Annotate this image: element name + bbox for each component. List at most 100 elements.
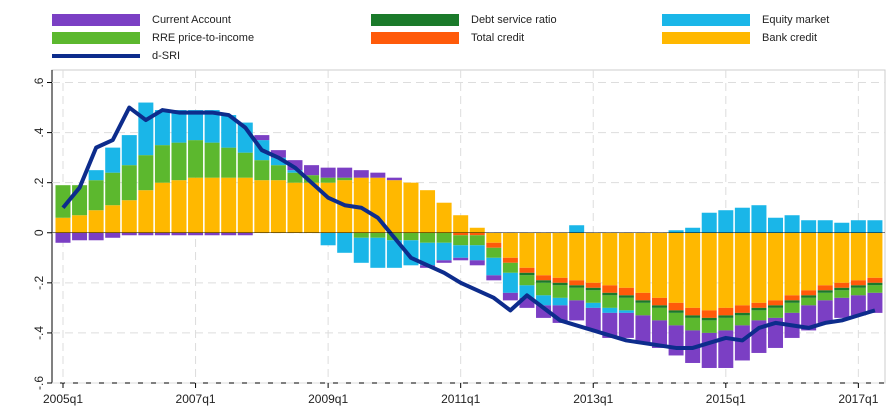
bar-segment xyxy=(403,232,419,241)
bar-segment xyxy=(867,285,883,293)
bar-segment xyxy=(718,307,734,316)
bar-segment xyxy=(552,282,568,286)
bar-segment xyxy=(72,232,88,241)
bar-segment xyxy=(734,232,750,306)
bar-segment xyxy=(668,302,684,311)
bar-segment xyxy=(270,157,286,166)
bar-segment xyxy=(287,172,303,183)
bar-segment xyxy=(204,110,220,143)
bar-segment xyxy=(171,142,187,181)
y-tick-label: -.2 xyxy=(32,276,46,290)
bar-segment xyxy=(618,232,634,288)
bar-segment xyxy=(536,295,552,306)
bar-segment xyxy=(436,260,452,263)
bar-segment xyxy=(154,110,170,146)
bar-segment xyxy=(320,182,336,233)
bar-segment xyxy=(88,210,104,233)
bar-segment xyxy=(121,135,137,166)
bar-segment xyxy=(436,242,452,261)
bar-segment xyxy=(304,175,320,183)
bar-segment xyxy=(668,232,684,303)
bar-segment xyxy=(121,232,137,236)
bar-segment xyxy=(834,287,850,291)
bar-segment xyxy=(784,300,800,303)
bar-segment xyxy=(519,232,535,268)
bar-segment xyxy=(469,245,485,261)
bar-segment xyxy=(320,167,336,178)
bar-segment xyxy=(635,292,651,301)
legend-label: Bank credit xyxy=(762,32,817,44)
bar-segment xyxy=(486,232,502,243)
bar-segment xyxy=(436,202,452,233)
bar-segment xyxy=(270,150,286,158)
bar-segment xyxy=(105,147,121,173)
bar-segment xyxy=(817,300,833,323)
bar-segment xyxy=(801,290,817,296)
bar-segment xyxy=(55,232,71,243)
bar-segment xyxy=(121,165,137,201)
bar-segment xyxy=(734,312,750,316)
legend-swatch xyxy=(371,32,459,44)
bar-segment xyxy=(420,242,436,266)
bar-segment xyxy=(453,232,469,236)
bar-segment xyxy=(734,315,750,326)
bar-segment xyxy=(718,317,734,331)
bar-segment xyxy=(254,135,270,141)
bar-segment xyxy=(768,307,784,318)
legend-swatch xyxy=(52,14,140,26)
bar-segment xyxy=(585,232,601,283)
bar-segment xyxy=(552,285,568,298)
bar-segment xyxy=(734,207,750,233)
bar-segment xyxy=(817,232,833,286)
bar-segment xyxy=(734,325,750,361)
bar-segment xyxy=(453,245,469,258)
bar-segment xyxy=(585,302,601,308)
bar-segment xyxy=(469,235,485,246)
bar-segment xyxy=(867,220,883,233)
bar-segment xyxy=(801,297,817,306)
bar-segment xyxy=(237,152,253,178)
bar-segment xyxy=(569,285,585,288)
bar-segment xyxy=(105,172,121,206)
bar-segment xyxy=(801,220,817,233)
bar-segment xyxy=(668,312,684,326)
bar-segment xyxy=(685,317,701,331)
bar-segment xyxy=(652,232,668,298)
bar-segment xyxy=(370,237,386,268)
bar-segment xyxy=(850,280,866,286)
bar-segment xyxy=(685,227,701,233)
bar-segment xyxy=(701,317,717,321)
legend-label: Current Account xyxy=(152,14,231,26)
bar-segment xyxy=(138,232,154,236)
bar-segment xyxy=(353,177,369,233)
bar-segment xyxy=(287,160,303,171)
y-tick-label: .4 xyxy=(32,127,46,137)
bar-segment xyxy=(204,232,220,236)
bar-segment xyxy=(519,285,535,298)
bar-segment xyxy=(237,232,253,236)
bar-segment xyxy=(834,282,850,288)
bar-segment xyxy=(801,295,817,298)
bar-segment xyxy=(751,310,767,321)
bar-segment xyxy=(536,275,552,281)
bar-segment xyxy=(254,180,270,233)
bar-segment xyxy=(370,172,386,178)
bar-segment xyxy=(718,232,734,308)
bar-segment xyxy=(701,320,717,333)
bar-segment xyxy=(751,232,767,303)
bar-segment xyxy=(469,260,485,266)
bar-segment xyxy=(569,225,585,233)
bar-segment xyxy=(834,222,850,233)
bar-segment xyxy=(320,232,336,246)
bar-segment xyxy=(121,200,137,233)
bar-segment xyxy=(254,160,270,181)
bar-segment xyxy=(751,307,767,311)
bar-segment xyxy=(618,312,634,338)
bar-segment xyxy=(502,292,518,301)
y-tick-label: .2 xyxy=(32,177,46,187)
bar-segment xyxy=(138,102,154,156)
x-tick-label: 2013q1 xyxy=(573,392,613,406)
bar-segment xyxy=(154,232,170,236)
bar-segment xyxy=(569,287,585,301)
bar-segment xyxy=(519,272,535,276)
